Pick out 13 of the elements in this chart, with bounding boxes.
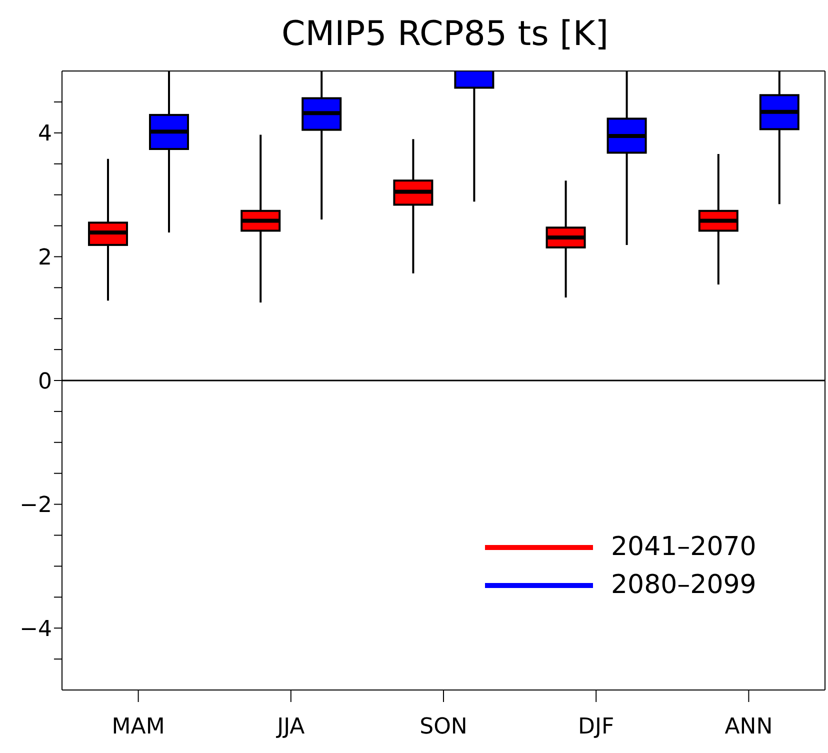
x-tick-label: SON	[420, 714, 468, 740]
legend-label: 2041–2070	[611, 531, 756, 564]
y-tick-label: −2	[20, 493, 52, 518]
y-tick-label: 0	[38, 369, 52, 394]
x-tick-label: DJF	[578, 714, 614, 740]
legend-label: 2080–2099	[611, 569, 756, 602]
y-tick-label: −4	[20, 616, 52, 642]
y-tick-label: 2	[38, 246, 52, 271]
x-tick-label: ANN	[724, 714, 773, 740]
x-tick-label: MAM	[112, 714, 165, 740]
x-tick-label: JJA	[275, 714, 305, 740]
chart-title: CMIP5 RCP85 ts [K]	[280, 14, 610, 54]
y-tick-label: 4	[38, 122, 52, 147]
